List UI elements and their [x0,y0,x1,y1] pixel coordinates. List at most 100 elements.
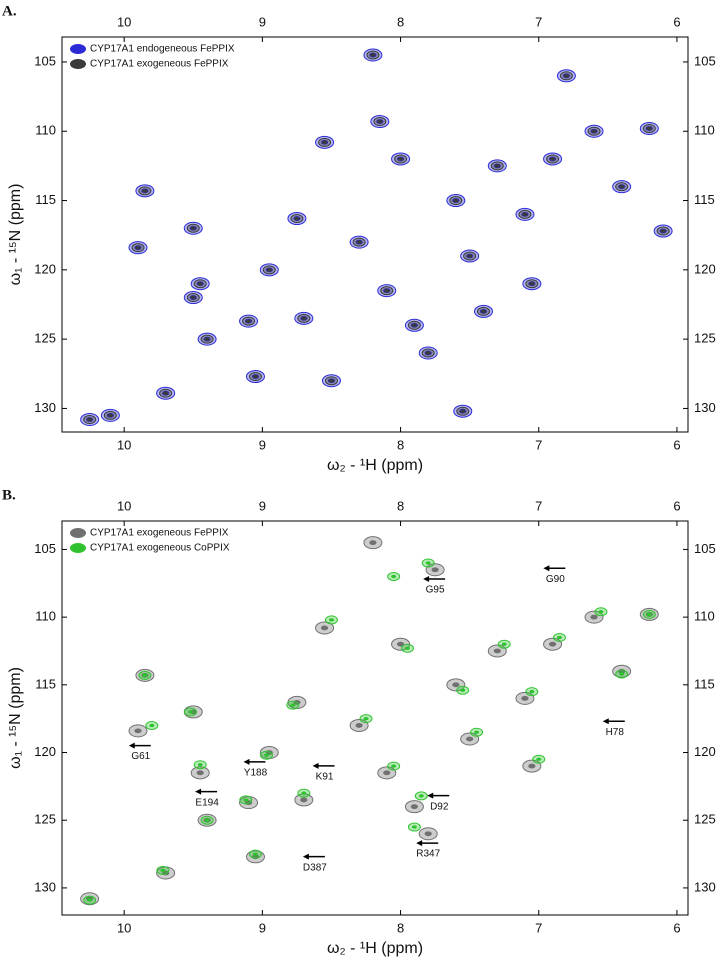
peak-core [529,689,535,694]
legend-label: CYP17A1 exogeneous FePPIX [90,528,229,539]
plot-area [80,48,673,427]
peak-core [391,574,397,579]
y-tick-label: 105 [694,53,716,68]
peak-core [598,610,604,614]
annotation-arrowhead [543,565,550,572]
peak-core [529,282,535,286]
peak-core [301,316,307,320]
annotation: G95 [426,585,445,596]
annotation-arrowhead [195,788,202,795]
x-tick-label: 10 [117,14,131,29]
y-tick-label: 110 [35,123,56,138]
peak-core [377,119,383,124]
peak-core [363,717,369,721]
peak-core [494,164,500,168]
peak-core [493,648,501,654]
legend-swatch [70,528,86,538]
annotation-arrowhead [312,762,319,769]
x-tick-label: 6 [673,437,680,452]
x-tick-label: 10 [117,498,131,513]
y-tick-label: 120 [34,261,56,276]
y-tick-label: 115 [694,676,715,691]
peak-core [411,825,417,829]
annotation: H78 [606,727,625,738]
peak-core [557,635,562,640]
peak-core [188,710,193,714]
y-tick-label: 125 [34,331,56,346]
legend-label: CYP17A1 exogeneous CoPPIX [90,543,230,554]
annotation-arrowhead [427,792,434,799]
peak-core [107,413,113,417]
annotation-arrowhead [302,853,309,860]
peak-core [322,140,327,144]
peak-core [425,561,431,565]
peak-core [501,642,507,646]
legend-swatch [70,44,86,54]
y-tick-label: 115 [35,192,56,207]
peak-core [384,289,390,293]
x-axis-label: ω₂ - ¹H (ppm) [327,457,423,474]
legend-swatch [70,59,86,69]
legend-label: CYP17A1 exogeneous FePPIX [90,59,229,70]
peak-core [197,282,203,286]
peak-core [619,672,625,676]
peak-core [329,618,334,622]
peak-core [424,831,432,837]
peak-core [460,409,466,413]
x-tick-label: 7 [535,437,542,452]
annotation: E194 [195,797,219,808]
y-tick-label: 105 [34,53,56,68]
peak-core [660,229,666,233]
annotation-arrowhead [128,742,135,749]
y-tick-label: 130 [34,400,56,415]
peak-core [243,798,249,802]
annotation: Y188 [244,767,268,778]
peak-core [431,567,439,573]
peak-core [396,641,405,647]
peak-core [591,129,597,133]
legend-label: CYP17A1 endogeneous FePPIX [90,44,235,55]
plot-frame [61,36,689,433]
x-tick-label: 8 [397,498,404,513]
y-tick-label: 110 [35,609,56,624]
legend-swatch [70,543,86,553]
peak-core [460,688,466,692]
y-tick-label: 120 [34,744,56,759]
peak-core [410,804,418,810]
peak-core [142,189,148,193]
y-tick-label: 125 [34,812,56,827]
x-tick-label: 8 [397,14,404,29]
y-tick-label: 115 [694,192,715,207]
peak-core [87,898,93,902]
y-tick-label: 130 [694,400,716,415]
y-tick-label: 110 [694,609,715,624]
y-tick-label: 125 [694,812,716,827]
y-tick-label: 130 [34,879,56,894]
x-tick-label: 9 [259,437,266,452]
peak-core [391,764,397,768]
peak-core [619,185,625,189]
y-tick-label: 105 [34,541,56,556]
annotation: D387 [303,862,327,873]
peak-core [149,723,155,728]
x-tick-label: 9 [259,14,266,29]
plot-frame [61,520,689,916]
peak-core [300,797,308,803]
annotation: G90 [546,574,565,585]
y-tick-label: 115 [35,676,56,691]
peak-core [266,268,272,272]
annotation: K91 [316,772,334,783]
annotation: D92 [430,801,449,812]
peak-core [590,614,598,620]
annotation: R347 [416,849,440,860]
peak-core [356,240,362,244]
panel-label: A. [2,3,17,19]
y-axis-label: ω₁ - ¹⁵N (ppm) [7,667,24,769]
peak-core [142,673,148,677]
peak-core [87,417,93,422]
x-tick-label: 9 [259,498,266,513]
peak-core [355,723,363,728]
peak-core [536,757,542,761]
peak-core [548,641,557,647]
